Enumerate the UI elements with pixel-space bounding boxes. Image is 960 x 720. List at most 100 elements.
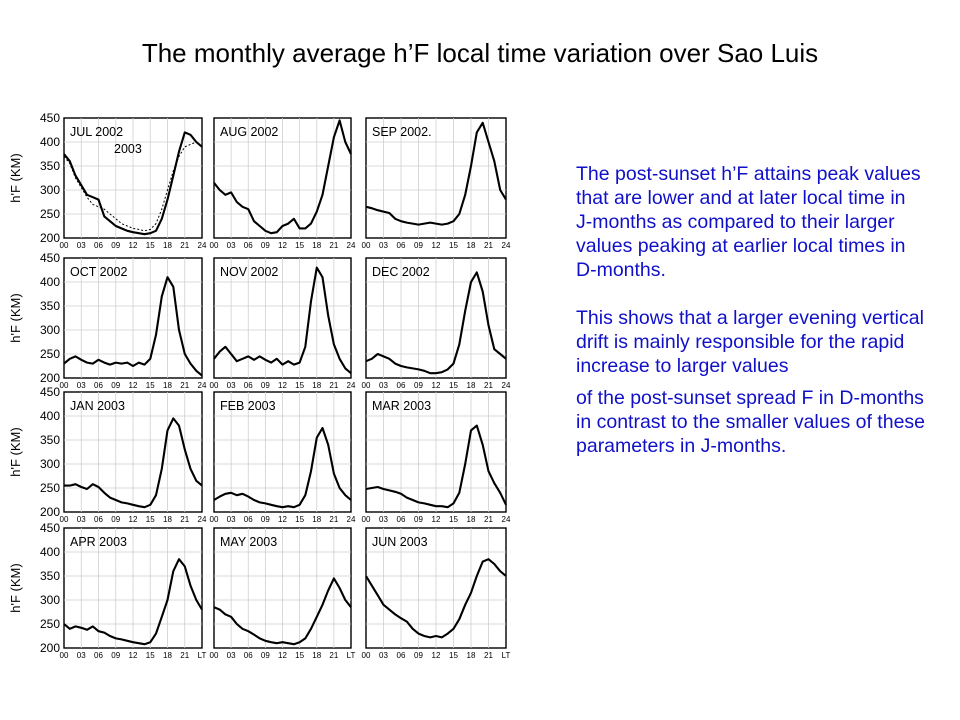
x-tick-label: 15 [295,241,304,250]
x-tick-label: 03 [227,515,236,524]
x-tick-label: 00 [210,241,219,250]
y-axis-label: h'F (KM) [8,293,23,342]
x-tick-label: 03 [77,241,86,250]
x-tick-label: 03 [227,381,236,390]
x-tick-label: 03 [227,241,236,250]
x-tick-label: 03 [379,515,388,524]
x-tick-label: 15 [146,515,155,524]
x-tick-label: 09 [414,381,423,390]
hf-trace [365,424,507,509]
hf-trace [63,558,203,646]
month-label: MAY 2003 [220,535,277,549]
y-tick-label: 400 [40,409,60,423]
x-tick-label: LT [198,651,207,660]
month-label: OCT 2002 [70,265,127,279]
x-tick-label: 21 [329,515,338,524]
y-tick-label: 300 [40,593,60,607]
x-tick-label: 00 [210,381,219,390]
x-tick-label: 18 [163,381,172,390]
x-tick-label: 09 [111,515,120,524]
hf-trace [64,417,203,509]
x-tick-label: 00 [60,241,69,250]
x-tick-label: 09 [111,241,120,250]
figure-grid: 200 250 300 350 400 450 h'F (KM) 00 03 06 09 12 15 18… [8,111,511,660]
y-tick-label: 250 [40,207,60,221]
x-tick-label: 12 [129,381,138,390]
x-tick-label: 06 [244,241,253,250]
x-tick-label: 21 [329,241,338,250]
x-tick-label: 18 [467,241,476,250]
x-tick-label: 09 [261,241,270,250]
x-tick-label: 06 [397,515,406,524]
x-tick-label: 06 [94,381,103,390]
x-tick-label: 03 [77,515,86,524]
y-tick-label: 200 [40,641,60,655]
x-tick-label: 12 [432,381,441,390]
x-tick-label: 21 [180,515,189,524]
hf-trace [213,266,352,375]
hf-trace [365,121,507,226]
x-tick-label: 12 [278,381,287,390]
x-tick-label: 18 [467,381,476,390]
x-tick-label: 03 [77,381,86,390]
month-label: NOV 2002 [220,265,278,279]
x-tick-label: 12 [129,515,138,524]
y-tick-label: 200 [40,371,60,385]
x-tick-label: 18 [312,651,321,660]
x-tick-label: 21 [329,381,338,390]
x-tick-label: 15 [449,381,458,390]
hf-trace [365,558,507,639]
x-tick-label: 12 [129,241,138,250]
x-tick-label: 09 [261,651,270,660]
x-tick-label: 21 [180,651,189,660]
x-tick-label: 09 [261,515,270,524]
hf-trace [63,276,203,377]
panel-3: 00 03 06 09 12 15 18 21 24 SEP 2002. [362,117,511,250]
x-tick-label: 00 [60,381,69,390]
paragraph-2: This shows that a larger evening vertica… [576,307,924,377]
x-tick-label: 21 [180,241,189,250]
x-tick-label: 06 [244,651,253,660]
y-axis-label: h'F (KM) [8,153,23,202]
x-tick-label: 24 [198,515,207,524]
hf-trace [213,426,352,509]
x-tick-label: 06 [397,381,406,390]
x-tick-label: 12 [278,651,287,660]
x-tick-label: 24 [502,381,511,390]
x-tick-label: 24 [347,381,356,390]
x-tick-label: 12 [278,515,287,524]
x-tick-label: 18 [312,241,321,250]
y-tick-label: 350 [40,159,60,173]
x-tick-label: 06 [397,651,406,660]
x-tick-label: 12 [432,241,441,250]
panel-7: 200 250 300 350 400 450 h'F (KM) 00 03 06 09 12 15 18… [8,385,207,524]
slide-title: The monthly average h’F local time varia… [141,38,819,68]
panel-10: 200 250 300 350 400 450 h'F (KM) 00 03 06 09 12 15 18… [8,521,206,660]
month-label: JUL 2002 [70,125,123,139]
x-tick-label: LT [502,651,511,660]
month-label: JUN 2003 [372,535,428,549]
x-tick-label: 09 [261,381,270,390]
month-label: AUG 2002 [220,125,278,139]
month-label: 2003 [114,142,142,156]
x-tick-label: 00 [210,651,219,660]
x-tick-label: 00 [60,651,69,660]
x-tick-label: 15 [449,241,458,250]
x-tick-label: 00 [362,651,371,660]
x-tick-label: 15 [295,381,304,390]
x-tick-label: 21 [484,515,493,524]
x-tick-label: 18 [312,515,321,524]
x-tick-label: 06 [244,381,253,390]
x-tick-label: 00 [362,515,371,524]
x-tick-label: 21 [180,381,189,390]
x-tick-label: 24 [198,381,207,390]
series-2003-trace [63,141,203,232]
y-tick-label: 200 [40,505,60,519]
x-tick-label: 12 [432,515,441,524]
x-tick-label: 24 [502,515,511,524]
hf-trace [213,577,352,646]
y-axis-label: h'F (KM) [8,427,23,476]
y-tick-label: 400 [40,135,60,149]
x-tick-label: 18 [163,515,172,524]
x-tick-label: 18 [312,381,321,390]
